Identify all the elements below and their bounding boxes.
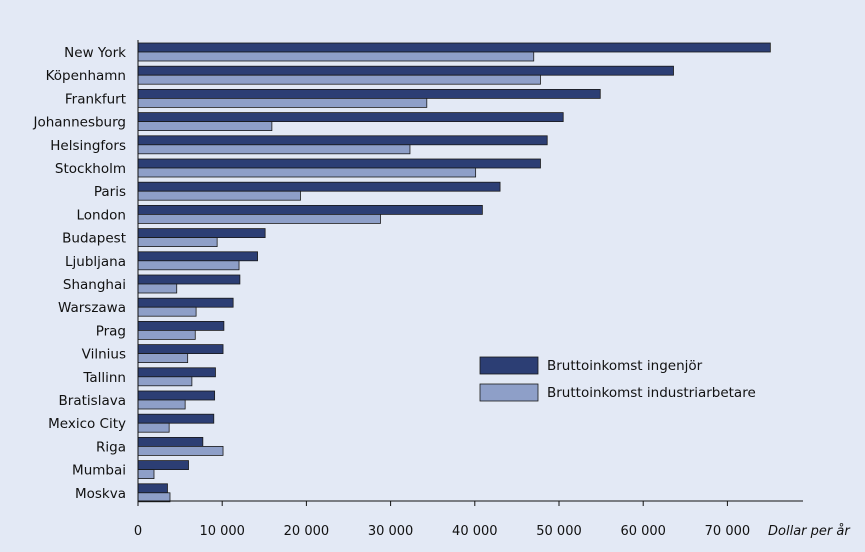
bars-group	[137, 42, 771, 503]
x-tick-label: 60 000	[620, 524, 666, 539]
legend-swatch	[479, 383, 539, 402]
x-tick-label: 50 000	[536, 524, 582, 539]
x-axis: 0 10 000 20 000 30 000 40 000 50 000 60 000 70 …	[134, 40, 803, 539]
bar-industriarbetare	[137, 445, 224, 456]
bar-industriarbetare	[137, 283, 178, 294]
bar-ingenjor	[137, 274, 241, 285]
x-tick-label: 70 000	[705, 524, 751, 539]
category-label: Warszawa	[58, 300, 126, 316]
bar-ingenjor	[137, 367, 216, 378]
legend-label: Bruttoinkomst industriarbetare	[547, 385, 756, 401]
category-label: Mumbai	[72, 463, 126, 479]
bar-industriarbetare	[137, 353, 189, 364]
bar-industriarbetare	[137, 144, 411, 155]
x-axis-unit-label: Dollar per år	[768, 524, 851, 539]
category-label: Johannesburg	[32, 115, 126, 131]
bar-industriarbetare	[137, 167, 477, 178]
bar-industriarbetare	[137, 306, 197, 317]
x-tick-label: 10 000	[199, 524, 245, 539]
category-label: Ljubljana	[65, 254, 126, 270]
bar-ingenjor	[137, 297, 234, 308]
category-label: Prag	[96, 323, 126, 339]
category-label: Köpenhamn	[46, 68, 126, 84]
bar-industriarbetare	[137, 422, 170, 433]
category-label: Frankfurt	[65, 91, 126, 107]
bar-ingenjor	[137, 42, 771, 53]
bar-ingenjor	[137, 204, 483, 215]
legend-label: Bruttoinkomst ingenjör	[547, 358, 703, 374]
bar-ingenjor	[137, 320, 225, 331]
bar-ingenjor	[137, 228, 266, 239]
bar-industriarbetare	[137, 237, 218, 248]
category-label: Shanghai	[63, 277, 126, 293]
bar-ingenjor	[137, 436, 204, 447]
category-label: Bratislava	[59, 393, 126, 409]
category-label: Riga	[96, 439, 126, 455]
bar-ingenjor	[137, 413, 215, 424]
bar-industriarbetare	[137, 121, 273, 131]
bar-ingenjor	[137, 65, 674, 76]
category-label: London	[77, 207, 127, 223]
category-label: Moskva	[75, 486, 126, 502]
category-label: New York	[64, 45, 126, 61]
bar-industriarbetare	[137, 260, 240, 271]
bar-ingenjor	[137, 460, 189, 471]
category-label: Vilnius	[82, 347, 126, 363]
bar-industriarbetare	[137, 469, 155, 480]
bar-industriarbetare	[137, 492, 171, 503]
x-tick-label: 30 000	[368, 524, 414, 539]
category-label: Helsingfors	[50, 138, 126, 154]
bar-ingenjor	[137, 89, 601, 99]
bar-industriarbetare	[137, 399, 186, 410]
bar-industriarbetare	[137, 98, 428, 108]
bar-ingenjor	[137, 344, 224, 355]
category-label: Stockholm	[55, 161, 126, 177]
legend-swatch	[479, 356, 539, 375]
bar-industriarbetare	[137, 74, 541, 85]
x-tick-label: 40 000	[452, 524, 498, 539]
category-label: Mexico City	[48, 416, 126, 432]
bar-industriarbetare	[137, 329, 196, 340]
bar-ingenjor	[137, 390, 216, 401]
x-tick-label: 20 000	[284, 524, 330, 539]
bar-industriarbetare	[137, 376, 193, 387]
bar-ingenjor	[137, 483, 168, 494]
x-tick-label: 0	[134, 524, 142, 539]
category-label: Paris	[94, 184, 126, 200]
bar-ingenjor	[137, 158, 541, 169]
bar-industriarbetare	[137, 51, 535, 62]
bar-industriarbetare	[137, 213, 381, 224]
category-label: Budapest	[62, 231, 126, 247]
bar-ingenjor	[137, 112, 564, 122]
category-labels: New York Köpenhamn Frankfurt Johannesburg He…	[32, 45, 126, 502]
bar-industriarbetare	[137, 190, 301, 201]
legend: Bruttoinkomst ingenjör Bruttoinkomst indu…	[479, 356, 756, 402]
bar-ingenjor	[137, 251, 258, 262]
bar-ingenjor	[137, 181, 501, 192]
category-label: Tallinn	[82, 370, 126, 386]
bar-ingenjor	[137, 135, 548, 146]
